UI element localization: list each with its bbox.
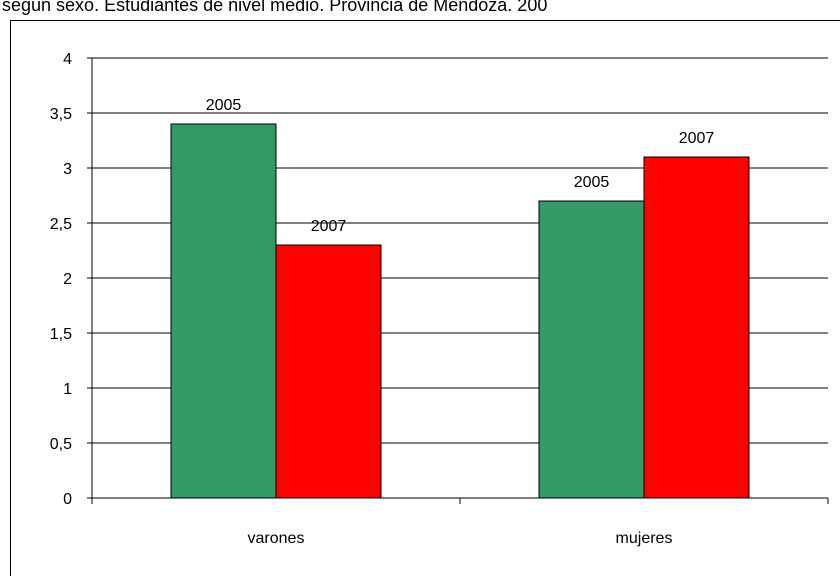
bar xyxy=(170,123,277,499)
bar xyxy=(275,244,382,499)
y-tick-label: 0,5 xyxy=(50,436,72,453)
y-tick-label: 1 xyxy=(63,381,72,398)
bar xyxy=(643,156,750,499)
data-label: 2005 xyxy=(206,97,242,114)
chart-title: según sexo. Estudiantes de nivel medio. … xyxy=(2,0,547,15)
data-label: 2007 xyxy=(679,130,715,147)
y-tick-label: 4 xyxy=(63,51,72,68)
data-label: 2005 xyxy=(574,174,610,191)
data-label: 2007 xyxy=(311,218,347,235)
y-tick-label: 2,5 xyxy=(50,216,72,233)
x-tick-label: varones xyxy=(248,530,305,547)
bar xyxy=(538,200,645,499)
x-tick-label: mujeres xyxy=(616,530,673,547)
y-tick-label: 3 xyxy=(63,161,72,178)
y-tick-label: 2 xyxy=(63,271,72,288)
y-tick-label: 3,5 xyxy=(50,106,72,123)
y-tick-label: 1,5 xyxy=(50,326,72,343)
y-tick-label: 0 xyxy=(63,491,72,508)
